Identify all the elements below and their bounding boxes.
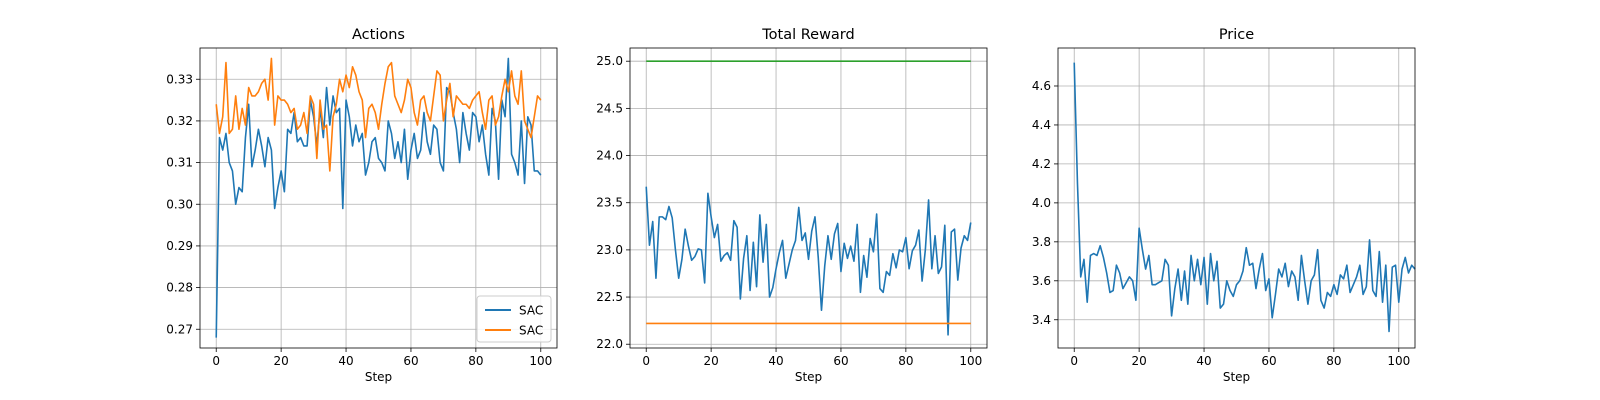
y-tick-label: 3.6: [1032, 274, 1051, 288]
y-tick-label: 23.5: [596, 196, 623, 210]
x-tick-label: 80: [1326, 354, 1341, 368]
y-tick-label: 24.5: [596, 101, 623, 115]
plot-frame: [1057, 47, 1416, 349]
x-tick-label: 20: [703, 354, 718, 368]
actions-chart: 0 20 40 60 80 100 0.27 0.28 0.29 0.30 0.31 0.32 0.33…: [166, 27, 558, 384]
y-tick-label: 0.28: [166, 281, 193, 295]
series-line: [1073, 62, 1416, 333]
y-tick-label: 4.6: [1032, 79, 1051, 93]
x-axis-label: Step: [1223, 370, 1250, 384]
y-tick-label: 0.32: [166, 114, 193, 128]
x-axis-label: Step: [365, 370, 392, 384]
y-tick-label: 22.5: [596, 290, 623, 304]
legend: SAC SAC: [476, 295, 552, 343]
x-tick-label: 60: [403, 354, 418, 368]
y-tick-label: 0.33: [166, 72, 193, 86]
total-reward-chart: 0 20 40 60 80 100 22.0 22.5 23.0 23.5 24.0 24.5 25.0…: [596, 27, 988, 384]
x-tick-label: 100: [529, 354, 552, 368]
x-tick-label: 80: [898, 354, 913, 368]
plot-frame: [629, 47, 988, 349]
legend-label: SAC: [519, 324, 543, 338]
chart-title: Actions: [352, 27, 405, 43]
y-tick-label: 0.27: [166, 322, 193, 336]
x-tick-label: 40: [338, 354, 353, 368]
y-tick-label: 0.29: [166, 239, 193, 253]
x-tick-label: 100: [959, 354, 982, 368]
y-tick-label: 23.0: [596, 243, 623, 257]
x-tick-label: 80: [468, 354, 483, 368]
plot-frame: [199, 47, 558, 349]
x-tick-label: 60: [833, 354, 848, 368]
y-tick-label: 3.8: [1032, 235, 1051, 249]
y-tick-label: 25.0: [596, 54, 623, 68]
y-tick-label: 0.30: [166, 197, 193, 211]
y-tick-label: 22.0: [596, 337, 623, 351]
x-tick-label: 0: [642, 354, 650, 368]
x-tick-label: 100: [1387, 354, 1410, 368]
y-tick-label: 0.31: [166, 156, 193, 170]
legend-label: SAC: [519, 304, 543, 318]
price-chart: 0 20 40 60 80 100 3.4 3.6 3.8 4.0 4.2 4.4 4.6 Price St…: [1032, 27, 1416, 384]
y-tick-label: 4.2: [1032, 157, 1051, 171]
x-axis-label: Step: [795, 370, 822, 384]
y-tick-label: 4.0: [1032, 196, 1051, 210]
x-tick-label: 20: [273, 354, 288, 368]
y-tick-label: 24.0: [596, 149, 623, 163]
x-tick-label: 0: [1070, 354, 1078, 368]
x-tick-label: 0: [212, 354, 220, 368]
x-tick-label: 40: [1196, 354, 1211, 368]
y-tick-label: 4.4: [1032, 118, 1051, 132]
x-tick-label: 40: [768, 354, 783, 368]
x-tick-label: 20: [1131, 354, 1146, 368]
y-tick-label: 3.4: [1032, 313, 1051, 327]
series-line: [215, 57, 542, 338]
series-line: [645, 186, 972, 336]
chart-title: Total Reward: [761, 27, 854, 43]
chart-title: Price: [1219, 27, 1254, 43]
series-line: [215, 57, 542, 172]
x-tick-label: 60: [1261, 354, 1276, 368]
